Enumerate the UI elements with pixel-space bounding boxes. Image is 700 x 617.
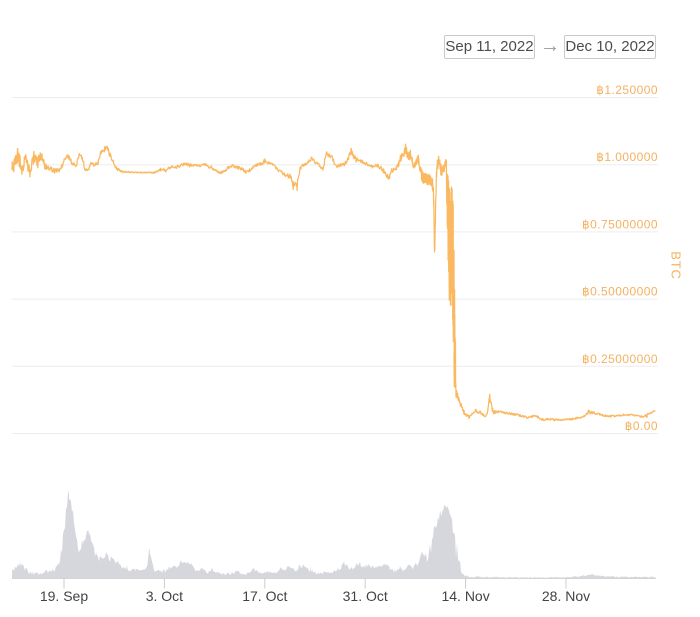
svg-text:17. Oct: 17. Oct: [242, 588, 287, 604]
svg-text:฿1.250000: ฿1.250000: [596, 83, 658, 97]
svg-text:31. Oct: 31. Oct: [343, 588, 388, 604]
svg-text:14. Nov: 14. Nov: [441, 588, 489, 604]
svg-text:฿0.00: ฿0.00: [625, 419, 658, 433]
svg-text:BTC: BTC: [669, 251, 684, 279]
svg-text:฿0.25000000: ฿0.25000000: [582, 352, 658, 366]
svg-text:฿0.75000000: ฿0.75000000: [582, 217, 658, 231]
svg-text:3. Oct: 3. Oct: [146, 588, 183, 604]
svg-text:฿1.000000: ฿1.000000: [596, 150, 658, 164]
svg-text:฿0.50000000: ฿0.50000000: [582, 285, 658, 299]
svg-text:28. Nov: 28. Nov: [542, 588, 590, 604]
svg-text:19. Sep: 19. Sep: [40, 588, 88, 604]
